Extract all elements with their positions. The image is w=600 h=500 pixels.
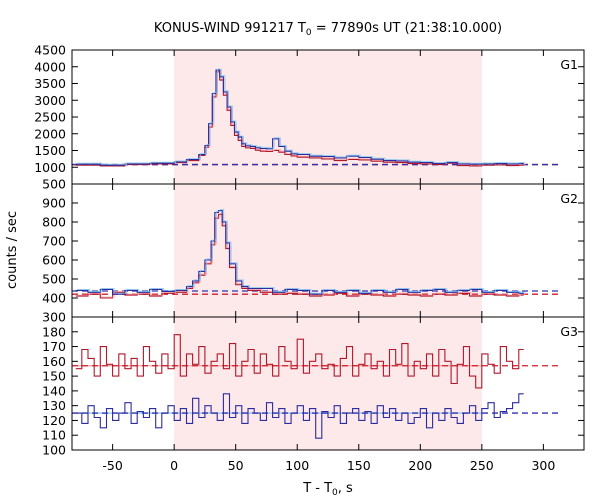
highlight-layer <box>174 50 482 450</box>
panel-label-g3: G3 <box>560 324 578 339</box>
panel-g3 <box>72 334 560 439</box>
ytick-label-g3: 170 <box>42 339 66 354</box>
ytick-label-g2: 900 <box>42 196 66 211</box>
series-red-light-g2 <box>77 213 526 298</box>
x-axis-label-rest: , s <box>338 481 353 496</box>
y-axis-label: counts / sec <box>5 211 20 289</box>
ytick-label-g1: 1000 <box>34 160 66 175</box>
xtick-label: 0 <box>170 458 178 473</box>
panel-g2 <box>72 209 560 299</box>
ytick-label-g1: 1500 <box>34 143 66 158</box>
ytick-label-g3: 150 <box>42 369 66 384</box>
ytick-label-g3: 160 <box>42 354 66 369</box>
xtick-label: 150 <box>347 458 371 473</box>
ytick-label-g1: 2500 <box>34 110 66 125</box>
ytick-label-g3: 100 <box>42 443 66 458</box>
ytick-label-g1: 500 <box>42 177 66 192</box>
series-blue-g2 <box>75 210 524 295</box>
chart-title-rest: = 77890s UT (21:38:10.000) <box>312 21 502 36</box>
xtick-label: 250 <box>470 458 494 473</box>
ytick-label-g2: 700 <box>42 234 66 249</box>
series-blue-light-g2 <box>77 209 526 294</box>
ytick-label-g1: 4500 <box>34 43 66 58</box>
xtick-label: 200 <box>408 458 432 473</box>
series-blue-g3 <box>75 393 524 439</box>
series-blue-g1 <box>75 69 524 166</box>
text-layer: KONUS-WIND 991217 T0 = 77890s UT (21:38:… <box>5 21 578 498</box>
series-blue-light-g1 <box>77 68 526 165</box>
frames-layer <box>71 49 585 451</box>
series-red-g2 <box>75 213 524 299</box>
ytick-label-g3: 140 <box>42 383 66 398</box>
ytick-label-g1: 3000 <box>34 93 66 108</box>
ytick-label-g2: 400 <box>42 291 66 306</box>
ytick-label-g1: 2000 <box>34 126 66 141</box>
xtick-label: -50 <box>102 458 122 473</box>
ytick-label-g1: 4000 <box>34 59 66 74</box>
panel-label-g2: G2 <box>560 191 578 206</box>
ytick-label-g2: 500 <box>42 272 66 287</box>
ytick-label-g3: 130 <box>42 398 66 413</box>
x-axis-label-subscript: 0 <box>332 488 338 498</box>
ytick-label-g3: 120 <box>42 413 66 428</box>
x-axis-label: T - T0, s <box>302 481 353 498</box>
ytick-label-g2: 300 <box>42 310 66 325</box>
chart-title: KONUS-WIND 991217 T0 = 77890s UT (21:38:… <box>154 21 502 38</box>
series-red-g3 <box>75 334 524 389</box>
xtick-label: 100 <box>285 458 309 473</box>
ytick-label-g3: 180 <box>42 324 66 339</box>
panel-g1 <box>72 68 560 167</box>
ytick-label-g2: 600 <box>42 253 66 268</box>
xtick-label: 50 <box>228 458 244 473</box>
ytick-label-g3: 110 <box>42 428 66 443</box>
xtick-label: 300 <box>531 458 555 473</box>
ytick-label-g2: 800 <box>42 215 66 230</box>
chart-title-main: KONUS-WIND 991217 T <box>154 21 306 36</box>
panel-label-g1: G1 <box>560 57 578 72</box>
burst-interval-highlight <box>174 50 482 450</box>
chart-title-subscript: 0 <box>306 28 312 38</box>
x-axis-label-main: T - T <box>302 481 332 496</box>
ytick-label-g1: 3500 <box>34 76 66 91</box>
panels-layer <box>72 68 560 439</box>
panel-frame-g3 <box>71 316 585 451</box>
